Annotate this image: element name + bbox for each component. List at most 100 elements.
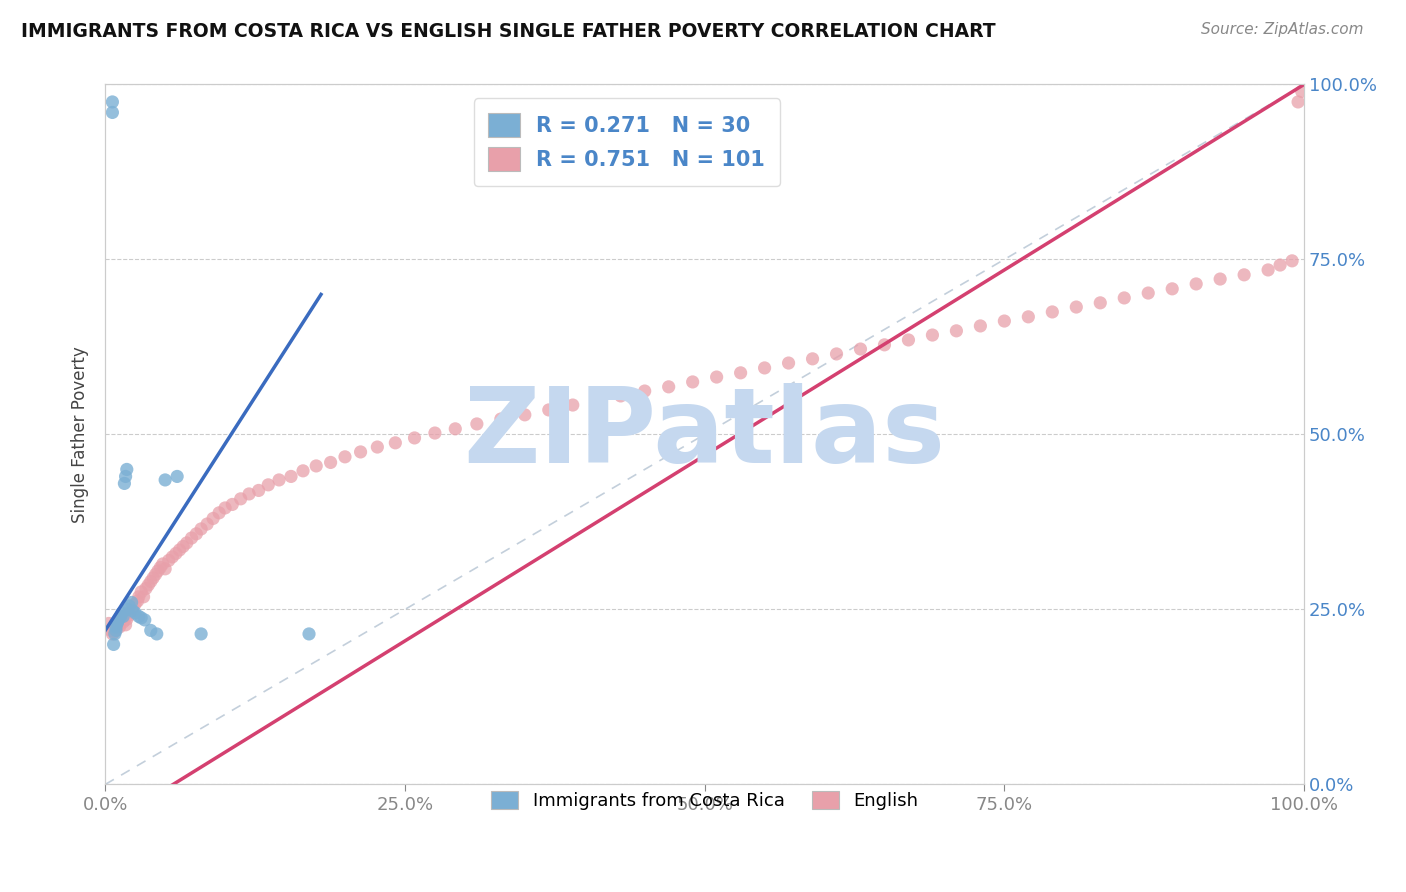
Point (801, 351, 824, 366)
Point (489, 412, 512, 426)
Point (112, 609, 135, 624)
Point (146, 564, 169, 578)
Point (849, 342, 872, 356)
Point (97, 616, 120, 631)
Point (195, 516, 218, 531)
Point (121, 595, 143, 609)
Point (117, 606, 139, 620)
Point (349, 445, 371, 459)
Point (157, 553, 180, 567)
Point (609, 389, 631, 403)
Point (706, 370, 728, 384)
Point (145, 567, 167, 582)
Point (257, 478, 280, 492)
Text: Source: ZipAtlas.com: Source: ZipAtlas.com (1201, 22, 1364, 37)
Point (208, 506, 231, 520)
Point (100, 624, 122, 638)
Point (107, 613, 129, 627)
Point (115, 462, 138, 476)
Point (172, 540, 194, 554)
Point (152, 557, 174, 571)
Point (513, 408, 536, 422)
Point (107, 617, 129, 632)
Point (105, 616, 128, 631)
Point (139, 574, 162, 589)
Point (149, 560, 172, 574)
Point (585, 393, 607, 408)
Point (292, 464, 315, 478)
Point (465, 417, 488, 431)
Point (104, 624, 127, 639)
Point (111, 606, 134, 620)
Text: IMMIGRANTS FROM COSTA RICA VS ENGLISH SINGLE FATHER POVERTY CORRELATION CHART: IMMIGRANTS FROM COSTA RICA VS ENGLISH SI… (21, 22, 995, 41)
Point (135, 582, 157, 596)
Point (1185, 277, 1208, 291)
Point (945, 324, 967, 338)
Point (112, 476, 135, 491)
Point (993, 314, 1015, 328)
Point (110, 609, 132, 624)
Point (153, 473, 176, 487)
Point (111, 611, 134, 625)
Point (1161, 282, 1184, 296)
Point (112, 609, 135, 624)
Point (634, 384, 657, 398)
Point (139, 624, 162, 638)
Point (124, 606, 146, 620)
Point (1090, 296, 1112, 310)
Point (1281, 253, 1303, 268)
Point (221, 498, 243, 512)
Point (118, 599, 141, 613)
Point (128, 590, 150, 604)
Point (105, 616, 128, 631)
Point (202, 511, 225, 525)
Point (423, 425, 446, 440)
Point (127, 594, 149, 608)
Point (138, 578, 160, 592)
Point (658, 380, 681, 394)
Point (105, 615, 128, 629)
Point (105, 622, 128, 636)
Point (101, 105, 124, 120)
Point (180, 531, 202, 545)
Point (1257, 263, 1279, 277)
Point (176, 536, 198, 550)
Point (561, 398, 583, 412)
Point (112, 615, 135, 629)
Point (108, 620, 131, 634)
Point (118, 607, 141, 622)
Point (319, 455, 342, 469)
Point (103, 620, 125, 634)
Point (778, 356, 800, 370)
Point (142, 571, 165, 585)
Point (730, 366, 752, 380)
Point (825, 347, 848, 361)
Point (114, 617, 136, 632)
Point (1233, 268, 1256, 282)
Point (1286, 95, 1309, 109)
Point (114, 469, 136, 483)
Point (1017, 310, 1039, 324)
Text: ZIPatlas: ZIPatlas (464, 384, 946, 485)
Point (247, 483, 270, 498)
Point (873, 338, 896, 352)
Point (682, 375, 704, 389)
Point (214, 500, 236, 515)
Point (280, 469, 302, 483)
Point (190, 627, 212, 641)
Point (897, 333, 920, 347)
Point (110, 613, 132, 627)
Point (1066, 300, 1088, 314)
Point (754, 360, 776, 375)
Point (165, 546, 187, 560)
Point (537, 403, 560, 417)
Point (115, 612, 138, 626)
Legend: Immigrants from Costa Rica, English: Immigrants from Costa Rica, English (477, 776, 932, 824)
Point (1268, 258, 1291, 272)
Point (101, 627, 124, 641)
Point (104, 627, 127, 641)
Point (404, 431, 426, 445)
Point (186, 526, 208, 541)
Point (101, 95, 124, 109)
Point (129, 611, 152, 625)
